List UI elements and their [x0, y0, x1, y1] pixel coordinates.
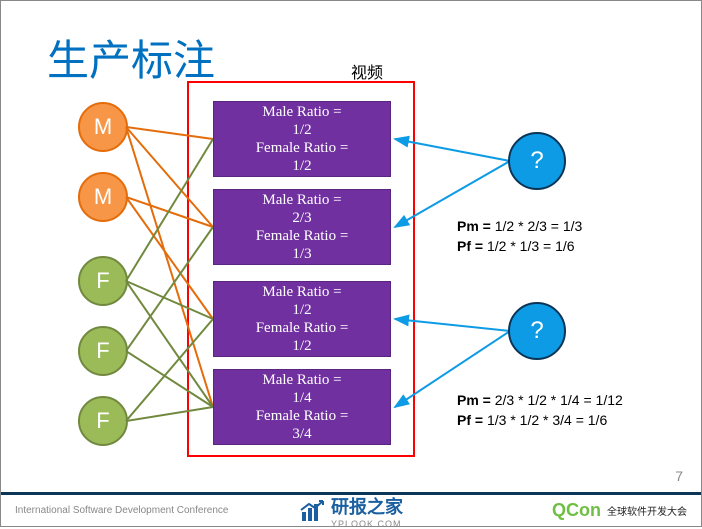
footer-bar: International Software Development Confe… — [1, 492, 701, 526]
left-circle-4: F — [78, 396, 128, 446]
left-circle-3: F — [78, 326, 128, 376]
footer-center-sub: YPLOOK.COM — [331, 519, 403, 529]
left-circle-1: M — [78, 172, 128, 222]
calc-block-0: Pm = 1/2 * 2/3 = 1/3Pf = 1/2 * 1/3 = 1/6 — [457, 217, 582, 256]
slide-title: 生产标注 — [47, 27, 215, 88]
ratio-rect-3: Male Ratio =1/4Female Ratio =3/4 — [213, 369, 391, 445]
right-circle-1: ? — [508, 302, 566, 360]
ratio-rect-2: Male Ratio =1/2Female Ratio =1/2 — [213, 281, 391, 357]
page-number: 7 — [675, 468, 683, 484]
right-circle-0: ? — [508, 132, 566, 190]
video-label: 视频 — [351, 59, 383, 83]
chart-bars-icon — [299, 500, 325, 522]
footer-left-text: International Software Development Confe… — [15, 505, 228, 516]
footer-right-logo: QCon 全球软件开发大会 — [552, 500, 687, 521]
left-circle-0: M — [78, 102, 128, 152]
ratio-rect-0: Male Ratio =1/2Female Ratio =1/2 — [213, 101, 391, 177]
footer-center-logo: 研报之家 YPLOOK.COM — [299, 493, 403, 529]
ratio-rect-1: Male Ratio =2/3Female Ratio =1/3 — [213, 189, 391, 265]
qcon-tagline: 全球软件开发大会 — [607, 503, 687, 518]
footer-center-main: 研报之家 — [331, 493, 403, 519]
calc-block-1: Pm = 2/3 * 1/2 * 1/4 = 1/12Pf = 1/3 * 1/… — [457, 391, 623, 430]
qcon-brand: QCon — [552, 500, 601, 521]
left-circle-2: F — [78, 256, 128, 306]
